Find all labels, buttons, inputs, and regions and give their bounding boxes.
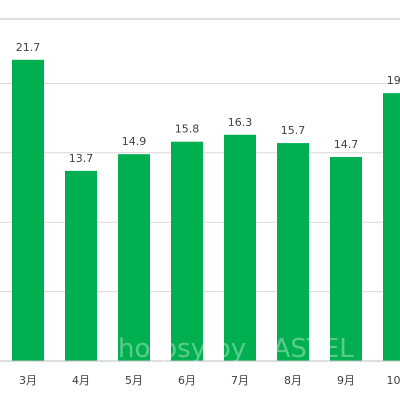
x-tick-label: 4月 — [72, 374, 90, 387]
data-label: 15.8 — [175, 123, 200, 136]
x-tick-label: 9月 — [337, 374, 355, 387]
bar — [330, 156, 362, 361]
x-tick-label: 5月 — [125, 374, 143, 387]
watermark-text: hotpsy by CASTEL — [118, 334, 354, 364]
bar — [224, 134, 256, 361]
data-labels: 21.7 13.7 14.9 15.8 16.3 15.7 14.7 19.3 — [16, 41, 400, 165]
x-tick-label: 10月 — [387, 374, 400, 387]
bar — [118, 154, 150, 361]
data-label: 14.7 — [334, 138, 359, 151]
x-tick-label: 3月 — [19, 374, 37, 387]
data-label: 14.9 — [122, 135, 147, 148]
bar — [12, 59, 44, 361]
x-tick-labels: 3月 4月 5月 6月 7月 8月 9月 10月 — [19, 374, 400, 387]
bar — [277, 143, 309, 361]
bar — [171, 141, 203, 361]
data-label: 21.7 — [16, 41, 41, 54]
data-label: 19.3 — [387, 74, 400, 87]
bars — [12, 59, 400, 361]
x-tick-label: 7月 — [231, 374, 249, 387]
x-tick-label: 6月 — [178, 374, 196, 387]
data-label: 15.7 — [281, 124, 306, 137]
data-label: 13.7 — [69, 152, 94, 165]
bar — [383, 93, 400, 361]
bar — [65, 170, 97, 361]
x-tick-label: 8月 — [284, 374, 302, 387]
data-label: 16.3 — [228, 116, 253, 129]
